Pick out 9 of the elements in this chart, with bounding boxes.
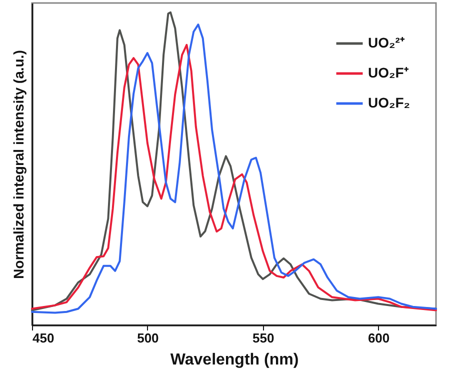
x-tick-label: 550 xyxy=(252,330,274,346)
x-axis-title: Wavelength (nm) xyxy=(170,352,299,368)
x-tick-label: 500 xyxy=(137,330,159,346)
y-axis-title: Normalized integral intensity (a.u.) xyxy=(10,50,26,279)
legend-label: UO₂F₂ xyxy=(368,94,410,110)
legend-label: UO₂F⁺ xyxy=(368,64,409,80)
x-tick-label: 600 xyxy=(368,330,390,346)
x-tick-label: 450 xyxy=(32,330,54,346)
legend-label: UO₂²⁺ xyxy=(368,34,405,50)
